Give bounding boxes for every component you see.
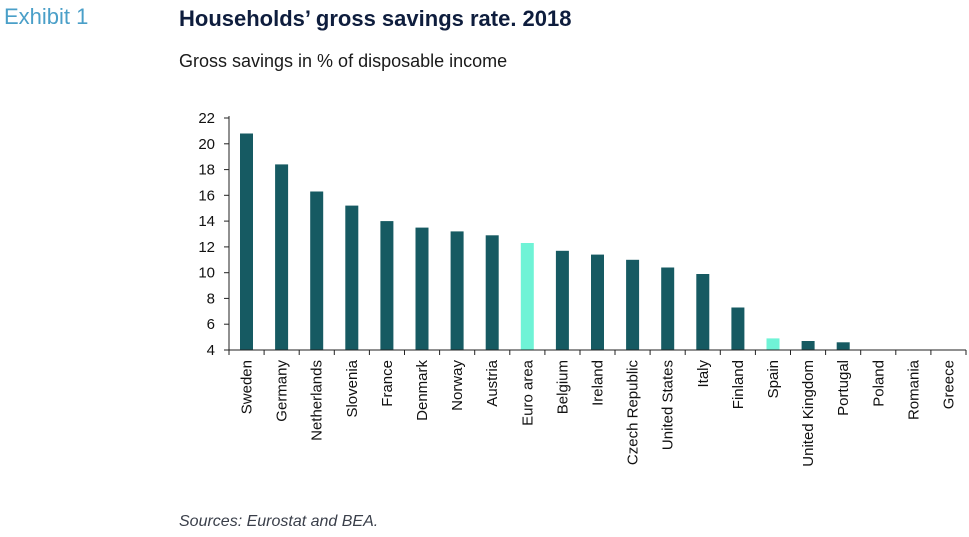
bar-france xyxy=(380,221,394,350)
x-tick-label: Romania xyxy=(905,359,922,420)
x-tick-label: Czech Republic xyxy=(625,360,642,466)
source-note: Sources: Eurostat and BEA. xyxy=(179,513,379,530)
bar-czech-republic xyxy=(626,259,640,350)
bar-slovenia xyxy=(345,205,359,350)
x-tick-label: France xyxy=(379,360,396,407)
x-tick-label: Poland xyxy=(870,360,887,407)
bar-united-states xyxy=(661,267,675,350)
y-tick-label: 18 xyxy=(198,162,215,179)
bar-united-kingdom xyxy=(801,341,815,350)
y-tick-label: 20 xyxy=(198,136,215,153)
bar-ireland xyxy=(591,254,604,350)
chart-title: Households’ gross savings rate. 2018 xyxy=(179,6,572,31)
bar-germany xyxy=(275,164,289,350)
x-tick-label: Austria xyxy=(484,359,501,406)
y-tick-label: 14 xyxy=(198,213,215,230)
bar-denmark xyxy=(415,227,429,350)
x-tick-label: Finland xyxy=(730,360,747,409)
exhibit-label: Exhibit 1 xyxy=(4,4,89,29)
y-axis-ticks: 4 6 8 10 12 14 16 18 20 22 xyxy=(198,110,229,359)
bars-group xyxy=(240,133,850,350)
y-tick-label: 6 xyxy=(207,316,215,333)
y-tick-label: 12 xyxy=(198,239,215,256)
bar-italy xyxy=(696,274,710,350)
bar-sweden xyxy=(240,133,253,350)
bar-belgium xyxy=(555,250,569,350)
x-tick-label: Norway xyxy=(449,360,466,411)
bar-finland xyxy=(731,307,745,350)
x-tick-label: United Kingdom xyxy=(800,360,817,467)
bar-portugal xyxy=(836,342,850,350)
y-tick-label: 16 xyxy=(198,187,215,204)
axes-group xyxy=(228,116,967,355)
x-tick-label: Slovenia xyxy=(344,359,361,417)
x-tick-label: Netherlands xyxy=(309,360,326,441)
bar-netherlands xyxy=(310,191,324,350)
x-tick-label: Spain xyxy=(765,360,782,398)
x-tick-label: Greece xyxy=(941,360,958,409)
y-tick-label: 8 xyxy=(207,290,215,307)
x-tick-label: Denmark xyxy=(414,360,431,421)
x-tick-label: Euro area xyxy=(519,359,536,426)
bar-euro-area xyxy=(520,243,534,350)
x-tick-label: Portugal xyxy=(835,360,852,416)
bar-norway xyxy=(450,231,464,350)
x-tick-label: Belgium xyxy=(554,360,571,414)
y-tick-label: 22 xyxy=(198,110,215,127)
x-tick-label: Sweden xyxy=(239,360,256,414)
x-tick-label: Ireland xyxy=(590,360,607,406)
x-axis-labels: Sweden Germany Netherlands Slovenia France De… xyxy=(239,359,958,466)
bar-spain xyxy=(766,338,780,350)
x-tick-label: Italy xyxy=(695,360,712,388)
x-tick-label: Germany xyxy=(274,360,291,422)
chart-subtitle: Gross savings in % of disposable income xyxy=(179,51,508,71)
y-tick-label: 10 xyxy=(198,265,215,282)
y-tick-label: 4 xyxy=(207,342,215,359)
x-tick-label: United States xyxy=(660,360,677,450)
bar-austria xyxy=(485,235,499,350)
